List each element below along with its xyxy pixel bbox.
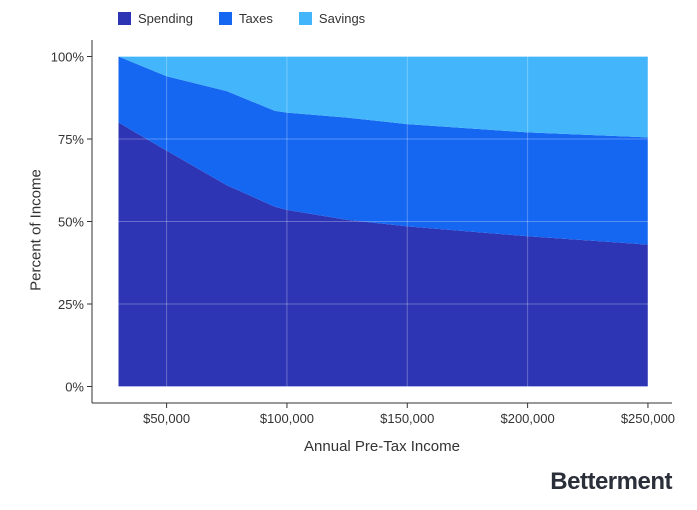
x-tick-label: $50,000 — [143, 411, 190, 426]
y-axis-title: Percent of Income — [27, 169, 45, 291]
legend-swatch-spending — [118, 12, 131, 25]
y-tick-label: 50% — [58, 215, 84, 230]
legend: Spending Taxes Savings — [118, 11, 391, 26]
brand-logo: Betterment — [550, 468, 672, 495]
legend-swatch-taxes — [218, 12, 232, 25]
y-tick-label: 0% — [65, 380, 84, 395]
y-tick-label: 25% — [58, 297, 84, 312]
area-spending — [118, 122, 648, 387]
x-tick-label: $100,000 — [260, 411, 314, 426]
legend-item-spending: Spending — [118, 11, 193, 26]
legend-item-taxes: Taxes — [218, 11, 273, 26]
x-tick-label: $200,000 — [500, 411, 554, 426]
legend-item-savings: Savings — [298, 11, 366, 26]
area-savings — [118, 56, 648, 138]
x-tick-label: $250,000 — [621, 411, 675, 426]
area-taxes — [118, 56, 648, 245]
x-tick-label: $150,000 — [380, 411, 434, 426]
y-tick-label: 75% — [58, 132, 84, 147]
x-axis-title: Annual Pre-Tax Income — [304, 438, 460, 455]
legend-label-taxes: Taxes — [238, 11, 273, 26]
legend-label-spending: Spending — [138, 11, 193, 26]
legend-swatch-savings — [298, 12, 312, 25]
y-tick-label: 100% — [51, 50, 85, 65]
legend-label-savings: Savings — [318, 11, 366, 26]
